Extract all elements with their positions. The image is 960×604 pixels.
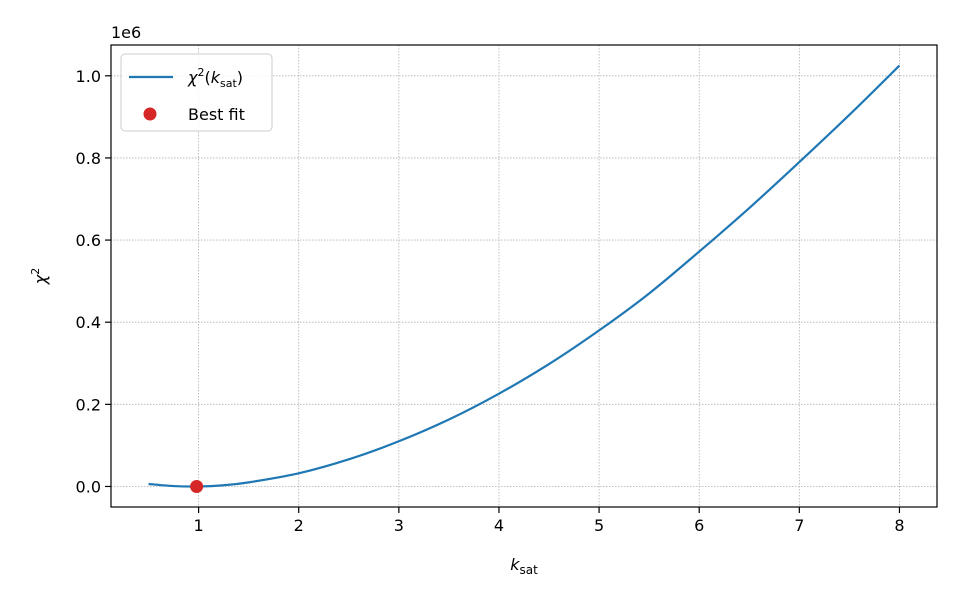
x-tick-label: 5 <box>594 516 604 535</box>
x-tick-label: 8 <box>894 516 904 535</box>
legend: χ2(ksat) Best fit <box>120 53 273 132</box>
y-axis-label: χ2 <box>29 268 50 285</box>
legend-label-chi2: χ2(ksat) <box>187 66 243 90</box>
series-layer <box>148 64 901 493</box>
grid-layer <box>111 45 937 507</box>
best-fit-point <box>190 479 204 493</box>
legend-point-swatch <box>143 107 157 121</box>
y-tick-label: 0.4 <box>76 313 101 332</box>
y-tick-label: 0.0 <box>76 477 101 496</box>
x-tick-label: 3 <box>394 516 404 535</box>
x-tick-label: 2 <box>294 516 304 535</box>
x-tick-label: 7 <box>794 516 804 535</box>
legend-box <box>120 53 273 132</box>
legend-label-best-fit: Best fit <box>188 105 245 124</box>
y-tick-label: 0.8 <box>76 149 101 168</box>
x-axis-label: ksat <box>510 555 538 577</box>
x-tick-label: 1 <box>194 516 204 535</box>
x-tick-label: 4 <box>494 516 504 535</box>
y-tick-label: 0.2 <box>76 395 101 414</box>
plot-frame <box>110 44 938 508</box>
y-axis-multiplier-label: 1e6 <box>111 23 141 42</box>
x-tick-label: 6 <box>694 516 704 535</box>
y-tick-label: 1.0 <box>76 67 101 86</box>
tick-layer: 1 2 3 4 5 6 7 8 0.0 0.2 0.4 0.6 0.8 1.0 <box>76 67 905 535</box>
y-tick-label: 0.6 <box>76 231 101 250</box>
chi2-curve-line <box>148 64 901 488</box>
